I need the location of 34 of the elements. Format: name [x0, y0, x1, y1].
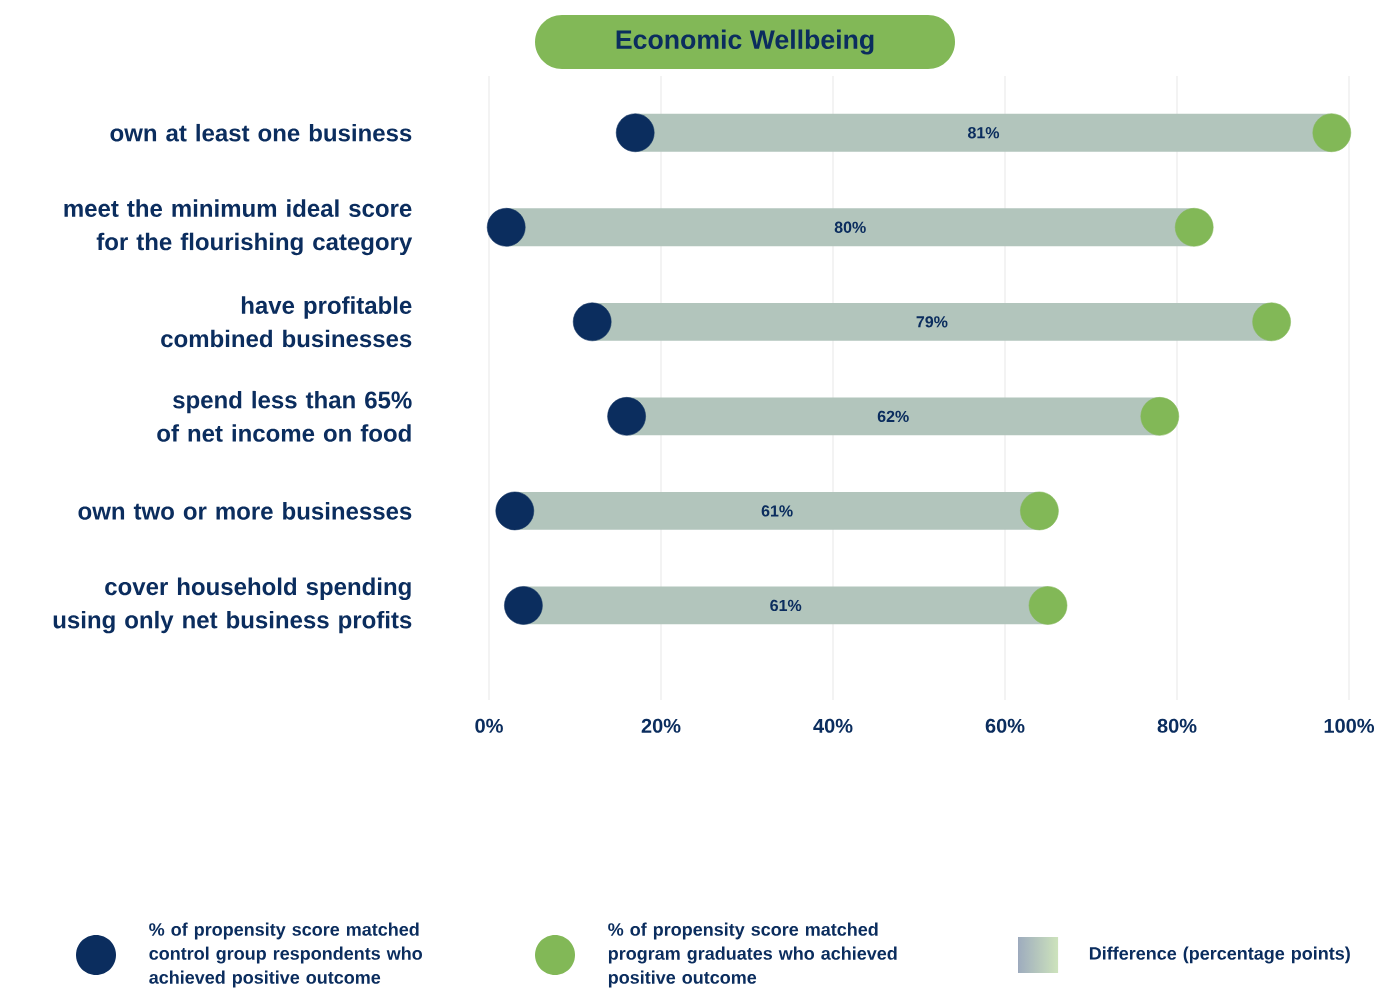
point	[572, 302, 612, 342]
chart-title: Economic Wellbeing	[616, 29, 874, 55]
point	[1252, 302, 1291, 342]
data-label: 80%	[834, 221, 866, 233]
point	[1020, 491, 1059, 531]
point	[1312, 113, 1352, 153]
data-label: 61%	[761, 505, 793, 517]
point	[1028, 586, 1068, 625]
data-label: 79%	[916, 316, 948, 328]
x-tick-label: 0%	[475, 718, 503, 733]
legend-label: % of propensity score matched program graduates who achieved positive outcome	[608, 922, 897, 988]
data-label: 62%	[877, 410, 909, 423]
point	[504, 586, 543, 625]
y-tick-label: own two or more businesses	[78, 502, 412, 520]
data-label: 61%	[770, 599, 802, 612]
y-tick-label: spend less than 65% of net income on food	[157, 390, 412, 442]
point	[486, 208, 526, 247]
point	[1140, 397, 1180, 436]
y-tick-label: own at least one business	[110, 123, 412, 142]
y-tick-label: have profitable combined businesses	[161, 296, 412, 348]
point	[495, 491, 535, 531]
point	[615, 113, 655, 153]
data-label: 81%	[968, 127, 1000, 139]
legend-label: % of propensity score matched control group respondents who achieved positive outcome	[149, 922, 422, 988]
x-tick-label: 100%	[1324, 718, 1375, 733]
x-tick-label: 40%	[813, 718, 853, 733]
point	[607, 397, 646, 436]
x-tick-label: 80%	[1157, 718, 1197, 733]
y-tick-label: cover household spending using only net business profits	[53, 577, 412, 634]
x-tick-label: 20%	[641, 718, 681, 733]
x-tick-label: 60%	[985, 718, 1025, 733]
y-tick-label: meet the minimum ideal score for the flourishing category	[64, 199, 413, 256]
point	[1174, 208, 1214, 247]
legend-label: Difference (percentage points)	[1089, 946, 1350, 964]
